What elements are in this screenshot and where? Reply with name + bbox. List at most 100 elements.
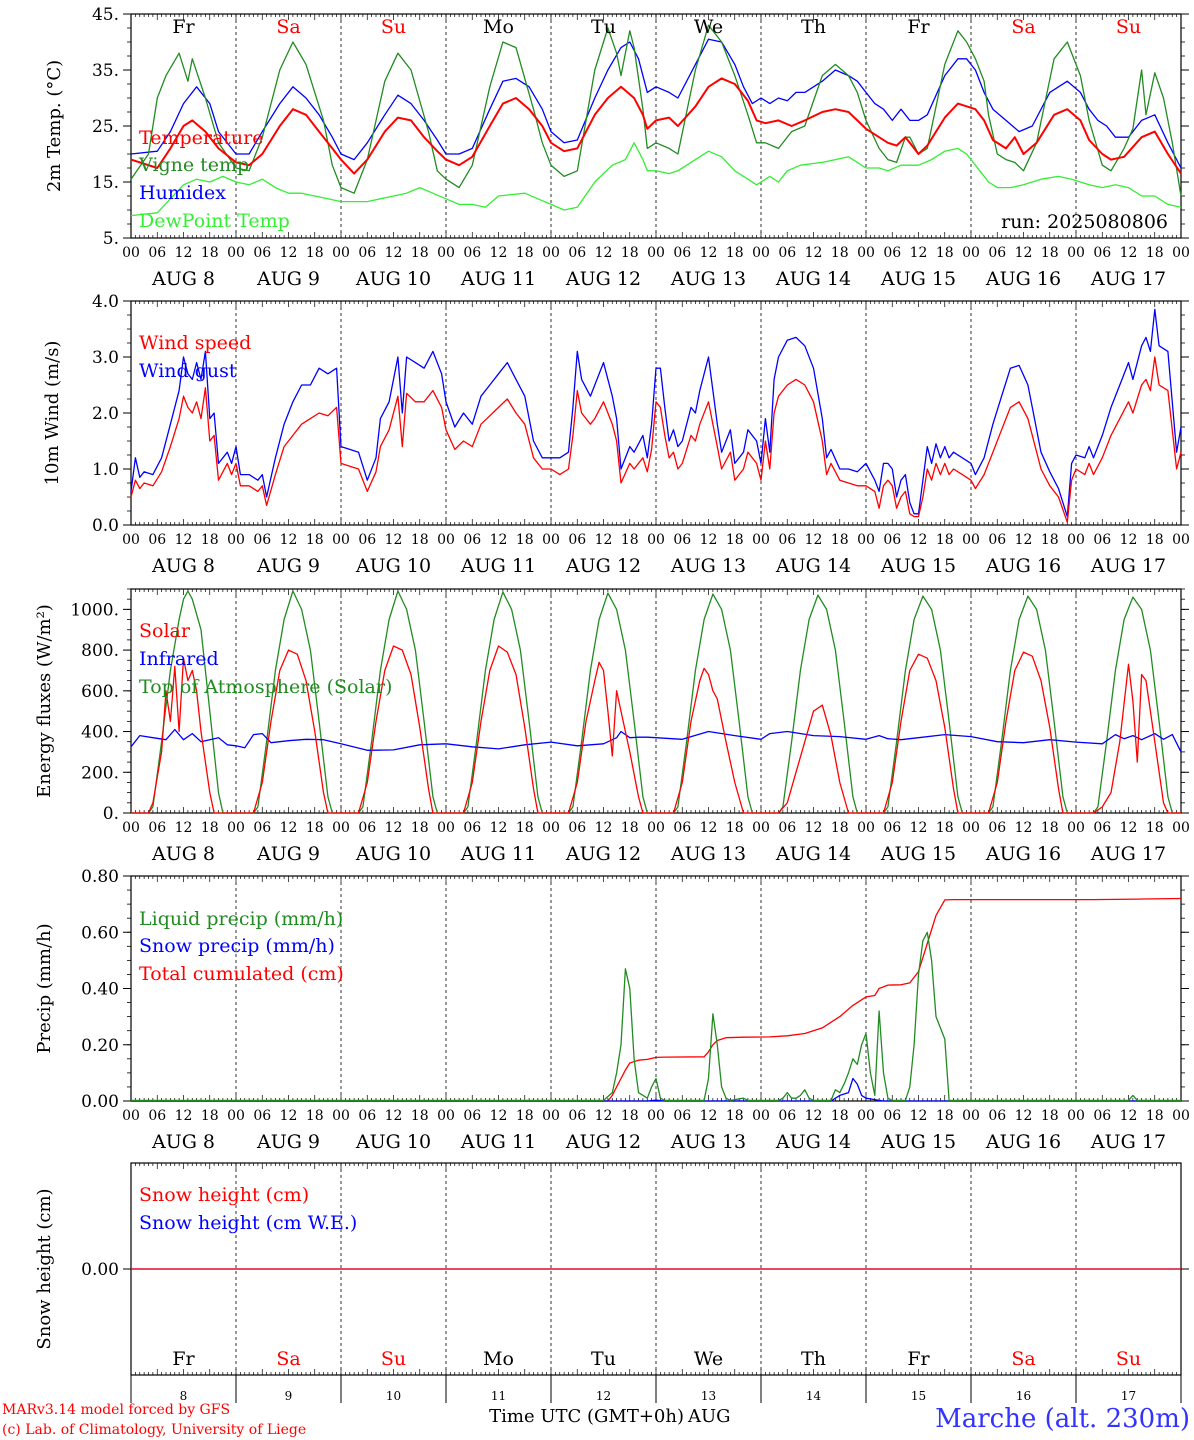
hour-tick-label: 00 (752, 820, 770, 836)
hour-tick-label: 18 (936, 820, 954, 836)
hour-tick-label: 12 (1120, 820, 1138, 836)
hour-tick-label: 06 (673, 1108, 691, 1124)
weekday-label: Sa (276, 1348, 300, 1370)
series-line (131, 931, 1181, 1102)
series-line (130, 38, 1182, 169)
hour-tick-label: 00 (752, 532, 770, 548)
hour-tick-label: 00 (962, 820, 980, 836)
y-tick-label: 45. (92, 5, 119, 25)
hour-tick-label: 06 (358, 820, 376, 836)
date-label: AUG 14 (775, 1131, 851, 1153)
hour-tick-label: 12 (280, 1108, 298, 1124)
hour-tick-label: 06 (673, 245, 691, 261)
hour-tick-label: 18 (1041, 245, 1059, 261)
hour-tick-label: 00 (647, 245, 665, 261)
hour-tick-label: 12 (1015, 245, 1033, 261)
weekday-label: Fr (907, 1348, 930, 1370)
date-label: AUG 13 (670, 843, 746, 865)
hour-tick-label: 18 (1146, 245, 1164, 261)
date-label: AUG 15 (880, 268, 956, 290)
hour-tick-label: 12 (805, 532, 823, 548)
hour-tick-label: 12 (805, 1108, 823, 1124)
hour-tick-label: 12 (700, 1108, 718, 1124)
date-label: AUG 8 (151, 555, 215, 577)
credit-line-1: MARv3.14 model forced by GFS (2, 1402, 230, 1418)
y-tick-label: 0.40 (81, 980, 119, 1000)
hour-tick-label: 12 (700, 532, 718, 548)
hour-tick-label: 18 (411, 820, 429, 836)
date-label: AUG 12 (565, 843, 641, 865)
date-label: AUG 17 (1090, 268, 1166, 290)
day-number-label: 16 (1016, 1389, 1031, 1403)
hour-tick-label: 06 (883, 1108, 901, 1124)
hour-tick-label: 00 (647, 820, 665, 836)
weekday-label: Sa (1011, 16, 1035, 38)
hour-tick-label: 00 (332, 1108, 350, 1124)
hour-tick-label: 12 (490, 245, 508, 261)
weekday-label: Su (1116, 16, 1141, 38)
hour-tick-label: 00 (122, 532, 140, 548)
day-number-label: 9 (285, 1389, 293, 1403)
hour-tick-label: 06 (1093, 532, 1111, 548)
hour-tick-label: 12 (385, 1108, 403, 1124)
y-tick-label: 0.00 (81, 1092, 119, 1112)
y-tick-label: 3.0 (92, 348, 119, 368)
series-line (130, 308, 1182, 518)
hour-tick-label: 00 (1172, 820, 1190, 836)
series-line (131, 590, 1181, 814)
day-number-label: 17 (1121, 1389, 1136, 1403)
hour-tick-label: 18 (936, 532, 954, 548)
hour-tick-label: 00 (1172, 1108, 1190, 1124)
hour-tick-label: 00 (437, 820, 455, 836)
hour-tick-label: 18 (831, 532, 849, 548)
hour-tick-label: 00 (122, 245, 140, 261)
series-line (131, 645, 1181, 814)
y-tick-label: 5. (103, 229, 119, 249)
hour-tick-label: 06 (883, 532, 901, 548)
weekday-label: We (694, 16, 723, 38)
y-tick-label: 25. (92, 117, 119, 137)
hour-tick-label: 06 (568, 532, 586, 548)
hour-tick-label: 12 (385, 820, 403, 836)
hour-tick-label: 12 (175, 820, 193, 836)
legend-entry: Liquid precip (mm/h) (139, 908, 343, 930)
hour-tick-label: 18 (1146, 1108, 1164, 1124)
station-label: Marche (alt. 230m) (935, 1404, 1190, 1434)
hour-tick-label: 06 (673, 532, 691, 548)
hour-tick-label: 06 (568, 820, 586, 836)
y-axis-label: Snow height (cm) (34, 1188, 55, 1349)
hour-tick-label: 18 (621, 532, 639, 548)
hour-tick-label: 12 (1120, 1108, 1138, 1124)
y-tick-label: 0.20 (81, 1036, 119, 1056)
legend-entry: Snow precip (mm/h) (139, 935, 335, 957)
date-label: AUG 10 (355, 843, 431, 865)
hour-tick-label: 06 (253, 532, 271, 548)
day-number-label: 12 (596, 1389, 611, 1403)
weekday-label: Su (381, 16, 406, 38)
legend-entry: Top of Atmosphere (Solar) (139, 676, 392, 698)
hour-tick-label: 06 (253, 245, 271, 261)
hour-tick-label: 18 (1041, 820, 1059, 836)
weekday-label: Fr (907, 16, 930, 38)
time-axis-label: Time UTC (GMT+0h) (489, 1406, 684, 1427)
hour-tick-label: 12 (910, 820, 928, 836)
y-tick-label: 4.0 (92, 292, 119, 312)
date-label: AUG 13 (670, 1131, 746, 1153)
date-label: AUG 17 (1090, 843, 1166, 865)
date-label: AUG 16 (985, 1131, 1061, 1153)
hour-tick-label: 06 (988, 1108, 1006, 1124)
hour-tick-label: 00 (437, 532, 455, 548)
hour-tick-label: 06 (883, 820, 901, 836)
day-number-label: 14 (806, 1389, 822, 1403)
hour-tick-label: 12 (175, 245, 193, 261)
date-label: AUG 11 (460, 1131, 536, 1153)
hour-tick-label: 12 (910, 245, 928, 261)
hour-tick-label: 18 (306, 245, 324, 261)
hour-tick-label: 06 (463, 1108, 481, 1124)
meteogram-layer: 5. 15. 25. 35. 45. 2m Temp. (°C) Temperature Vi… (34, 5, 1190, 1403)
hour-tick-label: 12 (490, 820, 508, 836)
hour-tick-label: 00 (227, 532, 245, 548)
hour-tick-label: 00 (542, 532, 560, 548)
y-axis-label: 2m Temp. (°C) (44, 60, 65, 192)
